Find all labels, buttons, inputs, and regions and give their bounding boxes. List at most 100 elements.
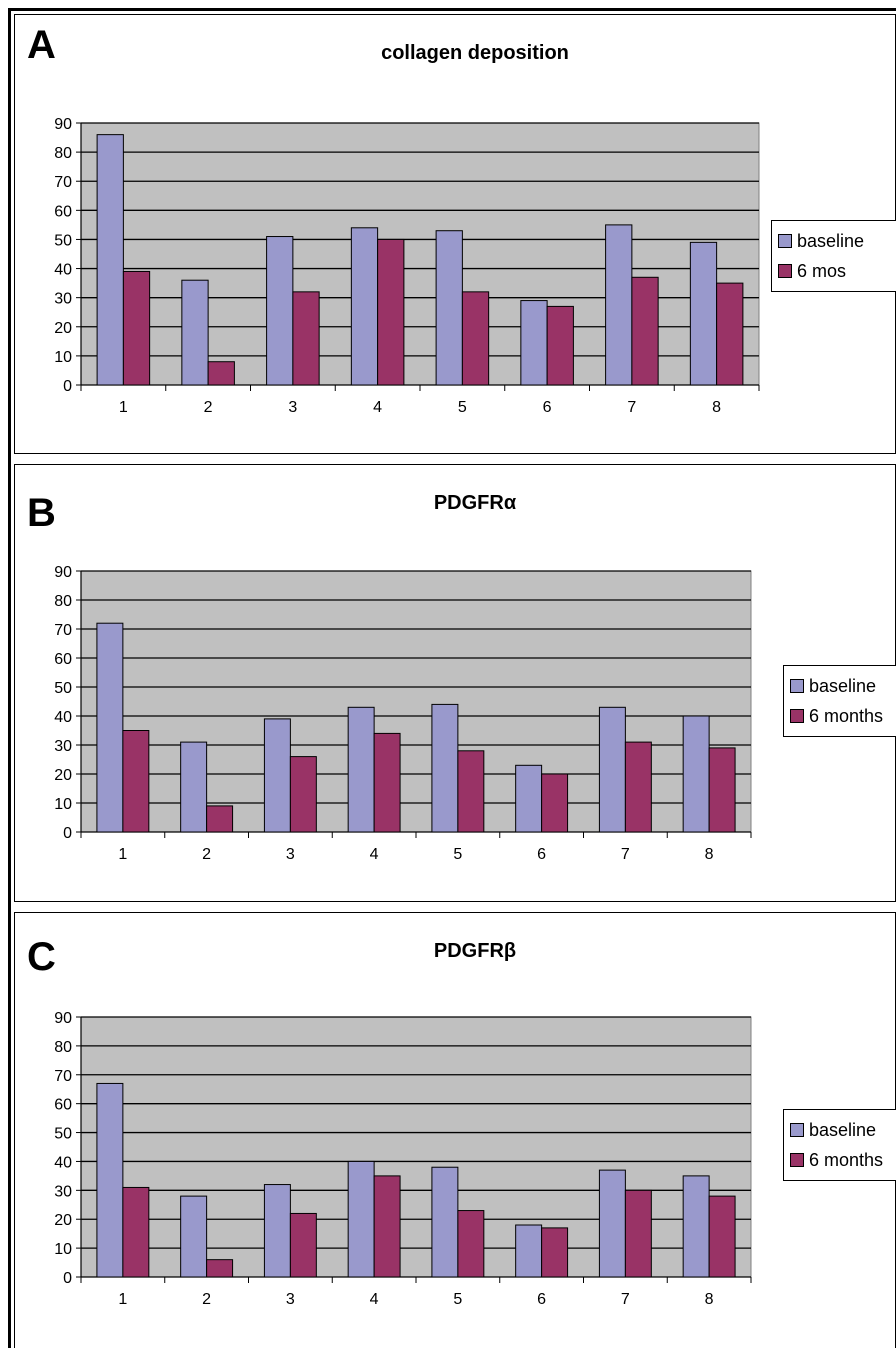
bar-baseline (181, 279, 209, 386)
bar-chart: 0 10 20 30 40 50 60 70 80 90 1 2 3 4 5 6 7 8 (54, 564, 752, 863)
bar-baseline (520, 300, 548, 386)
bar-baseline (682, 715, 710, 833)
x-tick-label: 4 (373, 399, 382, 416)
x-tick-label: 5 (453, 846, 462, 863)
bar-baseline (689, 241, 718, 386)
bar-baseline (431, 1166, 459, 1278)
bar-followup (624, 741, 652, 833)
y-tick-label: 20 (54, 1212, 72, 1229)
y-tick-label: 40 (54, 709, 72, 726)
y-tick-label: 40 (54, 1154, 72, 1171)
x-tick-label: 2 (202, 1291, 211, 1308)
y-tick-label: 70 (54, 174, 72, 191)
bar-followup (206, 1259, 234, 1278)
bar-baseline (347, 706, 375, 833)
x-tick-label: 1 (119, 399, 128, 416)
bar-baseline (515, 1224, 543, 1278)
bar-followup (716, 282, 744, 386)
x-tick-label: 5 (453, 1291, 462, 1308)
legend-label: 6 months (809, 1149, 884, 1170)
bar-baseline (263, 1184, 291, 1278)
bar-followup (457, 750, 485, 833)
y-tick-label: 60 (54, 203, 72, 220)
x-tick-label: 4 (370, 846, 379, 863)
y-tick-label: 60 (54, 651, 72, 668)
panel-letter: B (27, 491, 56, 535)
legend-swatch-baseline (778, 234, 792, 248)
legend-label: 6 months (809, 705, 884, 726)
y-tick-label: 40 (54, 262, 72, 279)
y-tick-label: 30 (54, 738, 72, 755)
bar-followup (292, 291, 320, 386)
bar-followup (457, 1210, 485, 1278)
bar-baseline (431, 703, 459, 833)
bar-baseline (263, 718, 291, 833)
bar-followup (546, 305, 574, 386)
chart-title: collagen deposition (381, 42, 569, 64)
legend: baseline 6 months (783, 1109, 896, 1181)
x-tick-label: 7 (621, 1291, 630, 1308)
x-tick-label: 8 (705, 846, 714, 863)
y-tick-label: 0 (63, 825, 72, 842)
y-tick-label: 10 (54, 796, 72, 813)
bar-baseline (350, 227, 379, 386)
panel-b: B PDGFRα 0 10 20 30 40 50 60 70 80 90 1 2 3 4 5 6 7 8 bas… (14, 464, 896, 902)
bar-baseline (598, 1169, 626, 1278)
bar-followup (541, 1227, 569, 1278)
x-tick-label: 3 (286, 1291, 295, 1308)
legend-label: 6 mos (797, 260, 847, 281)
y-tick-label: 70 (54, 622, 72, 639)
legend-swatch-baseline (790, 1123, 804, 1137)
y-tick-label: 80 (54, 145, 72, 162)
y-tick-label: 90 (54, 564, 72, 581)
y-tick-label: 30 (54, 1183, 72, 1200)
x-tick-label: 7 (621, 846, 630, 863)
legend-item-baseline: baseline (790, 1115, 896, 1145)
y-tick-label: 60 (54, 1097, 72, 1114)
chart-title: PDGFRα (433, 492, 517, 514)
x-tick-label: 1 (118, 1291, 127, 1308)
panel-letter: A (27, 23, 56, 67)
legend-item-followup: 6 months (790, 1145, 896, 1175)
y-tick-label: 70 (54, 1068, 72, 1085)
legend-label: baseline (809, 1119, 877, 1140)
bar-followup (289, 1212, 317, 1278)
x-tick-label: 1 (118, 846, 127, 863)
x-tick-label: 2 (204, 399, 213, 416)
legend-swatch-followup (790, 709, 804, 723)
x-tick-label: 4 (370, 1291, 379, 1308)
x-tick-label: 7 (627, 399, 636, 416)
bar-followup (631, 276, 659, 386)
legend: baseline 6 months (783, 665, 896, 737)
y-tick-label: 10 (54, 1241, 72, 1258)
x-tick-label: 2 (202, 846, 211, 863)
bar-followup (122, 730, 150, 833)
y-tick-label: 50 (54, 232, 72, 249)
x-tick-label: 3 (288, 399, 297, 416)
y-tick-label: 20 (54, 320, 72, 337)
legend-item-baseline: baseline (790, 671, 896, 701)
bar-baseline (682, 1175, 710, 1278)
bar-baseline (96, 1082, 124, 1278)
panel-c: C PDGFRβ 0 10 20 30 40 50 60 70 80 90 1 2 3 4 5 6 7 8 bas… (14, 912, 896, 1348)
bar-baseline (435, 230, 463, 386)
x-tick-label: 8 (705, 1291, 714, 1308)
panel-a: A collagen deposition 0 10 20 30 40 50 60 70 80 9… (14, 14, 896, 454)
legend-swatch-followup (778, 264, 792, 278)
y-tick-label: 0 (63, 378, 72, 395)
bar-followup (207, 361, 235, 386)
bar-followup (373, 732, 401, 833)
y-tick-label: 90 (54, 1010, 72, 1027)
y-tick-label: 50 (54, 1126, 72, 1143)
bar-followup (206, 805, 234, 833)
bar-chart: 0 10 20 30 40 50 60 70 80 90 1 2 3 4 5 6 7 8 (54, 116, 760, 416)
legend-label: baseline (809, 675, 877, 696)
bar-followup (541, 773, 569, 833)
y-tick-label: 80 (54, 593, 72, 610)
x-tick-label: 5 (458, 399, 467, 416)
x-tick-label: 6 (537, 1291, 546, 1308)
bar-followup (373, 1175, 401, 1278)
legend-item-followup: 6 months (790, 701, 896, 731)
bar-followup (624, 1189, 652, 1278)
bar-followup (708, 747, 736, 833)
